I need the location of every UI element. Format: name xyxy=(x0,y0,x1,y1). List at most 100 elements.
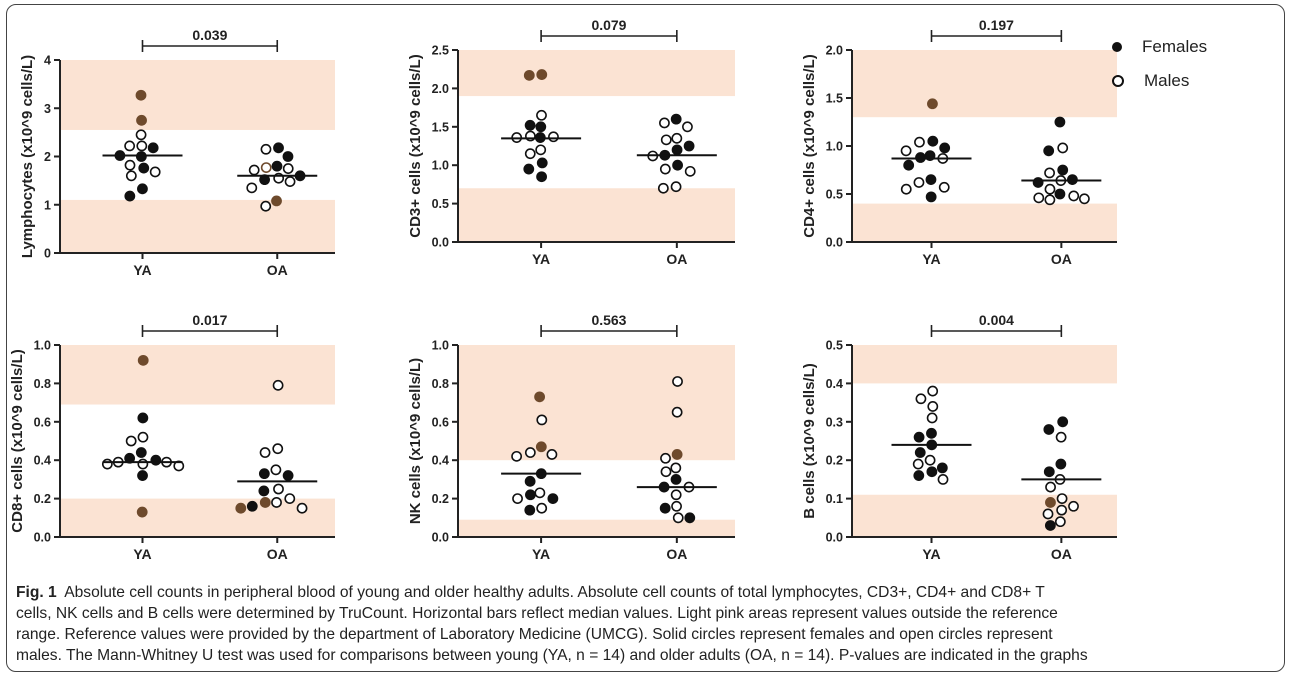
y-tick-label: 2.0 xyxy=(432,82,449,96)
legend: Females Males xyxy=(1112,30,1207,98)
female-point xyxy=(273,142,284,154)
female-point xyxy=(282,151,294,162)
male-point xyxy=(273,483,284,495)
male-point xyxy=(1068,190,1080,202)
y-axis-label: CD4+ cells (x10^9 cells/L) xyxy=(801,54,818,237)
female-point xyxy=(271,160,283,172)
female-point xyxy=(137,354,149,366)
male-point xyxy=(1055,431,1067,443)
female-point xyxy=(926,427,937,439)
male-point xyxy=(272,443,284,455)
panel-3: 0.0 0.5 1.0 1.5 2.0 CD4+ cells (x10^9 cells/L… xyxy=(801,17,1117,267)
male-point xyxy=(660,452,671,464)
female-point xyxy=(523,163,535,175)
male-point xyxy=(1044,167,1055,179)
female-point xyxy=(524,504,536,516)
x-tick-label-oa: OA xyxy=(267,262,288,278)
female-point xyxy=(671,449,683,460)
y-tick-label: 0.5 xyxy=(826,339,843,353)
y-tick-label: 0.3 xyxy=(826,415,843,429)
shade-below-reference xyxy=(458,519,735,537)
male-point xyxy=(900,145,912,157)
shade-below-reference xyxy=(852,203,1117,242)
x-tick-label-oa: OA xyxy=(267,546,288,562)
y-tick-label: 0.2 xyxy=(432,492,449,506)
female-point xyxy=(684,512,696,524)
female-point xyxy=(258,468,270,480)
female-point xyxy=(927,135,939,147)
y-tick-label: 3 xyxy=(44,102,51,116)
male-point xyxy=(271,497,282,508)
y-tick-label: 4 xyxy=(44,54,51,68)
female-point xyxy=(925,191,937,203)
female-point xyxy=(1045,497,1056,508)
x-tick-label-oa: OA xyxy=(1051,251,1072,267)
male-point xyxy=(660,134,672,146)
x-tick-label-ya: YA xyxy=(922,546,940,562)
male-point xyxy=(1045,481,1056,493)
male-point xyxy=(536,109,547,121)
male-point xyxy=(259,447,271,458)
panel-1: 0 1 2 3 4 Lymphocytes (x10^9 cells/L) YA OA 0.03… xyxy=(19,27,335,278)
y-tick-label: 0.4 xyxy=(432,454,449,468)
female-point xyxy=(671,144,683,156)
female-point xyxy=(1054,116,1066,128)
female-point xyxy=(925,174,937,185)
y-tick-label: 0.0 xyxy=(34,531,51,545)
y-tick-label: 0.6 xyxy=(432,415,449,429)
male-point xyxy=(670,489,682,501)
male-point xyxy=(914,136,925,148)
male-point xyxy=(135,129,147,141)
y-tick-label: 0.1 xyxy=(826,492,843,506)
female-point xyxy=(524,475,536,487)
female-point xyxy=(913,431,925,443)
pvalue-label: 0.563 xyxy=(591,312,626,328)
female-point xyxy=(524,119,536,131)
male-point xyxy=(1044,194,1056,206)
female-point xyxy=(1043,424,1055,435)
male-point xyxy=(246,182,258,194)
shade-above-reference xyxy=(852,50,1117,118)
male-point xyxy=(671,132,683,144)
male-point xyxy=(1054,516,1066,528)
male-point xyxy=(137,458,149,470)
male-point xyxy=(149,166,161,178)
male-point xyxy=(136,140,148,152)
female-point xyxy=(136,506,148,518)
female-point xyxy=(136,114,147,126)
y-tick-label: 1.0 xyxy=(432,159,449,173)
female-point xyxy=(147,142,159,154)
female-point xyxy=(670,113,682,125)
x-tick-label-oa: OA xyxy=(666,251,687,267)
figure-caption: Fig. 1 Absolute cell counts in periphera… xyxy=(16,582,1278,666)
caption-line-2: cells, NK cells and B cells were determi… xyxy=(16,605,1058,622)
female-point xyxy=(534,391,546,403)
male-point xyxy=(536,414,548,426)
male-point xyxy=(938,181,950,193)
female-point xyxy=(235,502,247,514)
x-tick-label-oa: OA xyxy=(1051,546,1072,562)
female-point xyxy=(535,441,547,453)
y-tick-label: 1 xyxy=(44,198,51,212)
caption-line-1: Fig. 1 Absolute cell counts in periphera… xyxy=(16,582,1278,603)
y-tick-label: 0.0 xyxy=(826,236,843,250)
shade-below-reference xyxy=(852,494,1117,537)
male-point xyxy=(1068,500,1079,512)
male-point xyxy=(272,379,284,391)
legend-item-females: Females xyxy=(1112,30,1207,64)
male-point xyxy=(927,385,939,397)
male-point xyxy=(125,435,137,447)
male-point xyxy=(1078,193,1090,205)
male-point xyxy=(535,144,547,156)
panel-2: 0.0 0.5 1.0 1.5 2.0 2.5 CD3+ cells (x10^9 cell… xyxy=(407,17,735,267)
y-tick-label: 0.4 xyxy=(826,377,843,391)
shade-below-reference xyxy=(60,498,335,537)
pvalue-label: 0.197 xyxy=(979,17,1014,33)
male-point xyxy=(660,466,672,478)
female-point xyxy=(914,447,926,458)
male-point xyxy=(915,393,927,405)
male-point xyxy=(511,450,523,462)
female-point xyxy=(1054,188,1066,200)
male-point xyxy=(900,183,912,195)
male-point xyxy=(672,512,684,524)
